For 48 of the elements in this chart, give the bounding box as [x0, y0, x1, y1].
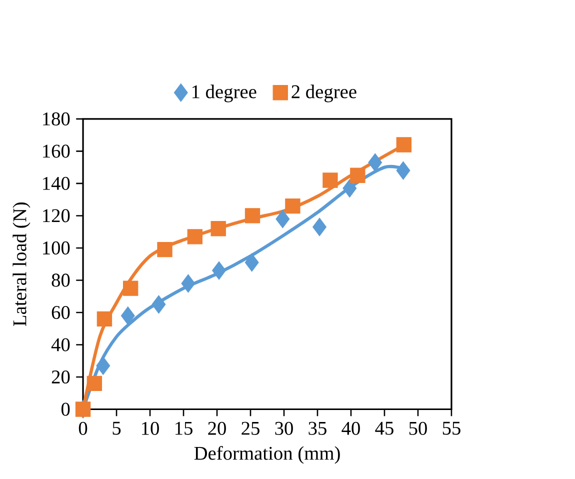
point: [96, 356, 110, 376]
x-axis-title: Deformation (mm): [194, 446, 340, 464]
point: [350, 168, 366, 184]
point: [187, 229, 202, 245]
point: [157, 242, 172, 258]
point: [244, 254, 259, 272]
y-axis-title: Lateral load (N): [12, 202, 30, 326]
point: [396, 162, 410, 180]
point: [120, 306, 135, 326]
point: [86, 376, 102, 392]
y-tick-label: 0: [61, 402, 70, 416]
y-tick-label: 40: [51, 338, 70, 352]
x-tick-label: 45: [375, 422, 394, 436]
x-tick-label: 30: [275, 422, 293, 436]
y-tick-label: 140: [43, 177, 70, 190]
point: [276, 210, 290, 228]
x-tick-label: 5: [112, 422, 121, 435]
point: [322, 172, 338, 188]
x-tick-label: 10: [142, 422, 159, 436]
point: [123, 280, 138, 296]
x-tick-label: 20: [208, 422, 226, 436]
x-tick-label: 0: [78, 422, 88, 436]
y-tick-label: 20: [52, 370, 70, 384]
point: [152, 295, 166, 314]
point: [244, 208, 260, 224]
x-tick-label: 55: [442, 422, 460, 435]
y-tick-label: 80: [52, 274, 70, 288]
point: [285, 198, 300, 214]
x-tick-label: 50: [409, 422, 427, 436]
point: [212, 262, 226, 280]
point: [342, 179, 357, 198]
y-tick-label: 60: [52, 306, 70, 320]
x-tick-label: 25: [242, 422, 260, 436]
y-tick-label: 120: [43, 209, 70, 222]
point: [181, 274, 196, 293]
x-tick-label: 15: [176, 422, 192, 436]
y-tick-label: 160: [43, 144, 70, 158]
point: [396, 137, 412, 153]
legend-label: 2 degree: [292, 84, 356, 103]
point: [368, 154, 382, 172]
point: [96, 312, 112, 327]
point: [210, 221, 226, 236]
y-tick-label: 180: [43, 112, 70, 126]
x-tick-label: 35: [308, 422, 326, 436]
point: [312, 218, 326, 236]
legend-label: 1 degree: [192, 84, 256, 103]
y-tick-label: 100: [43, 242, 70, 255]
x-tick-label: 40: [342, 422, 360, 436]
